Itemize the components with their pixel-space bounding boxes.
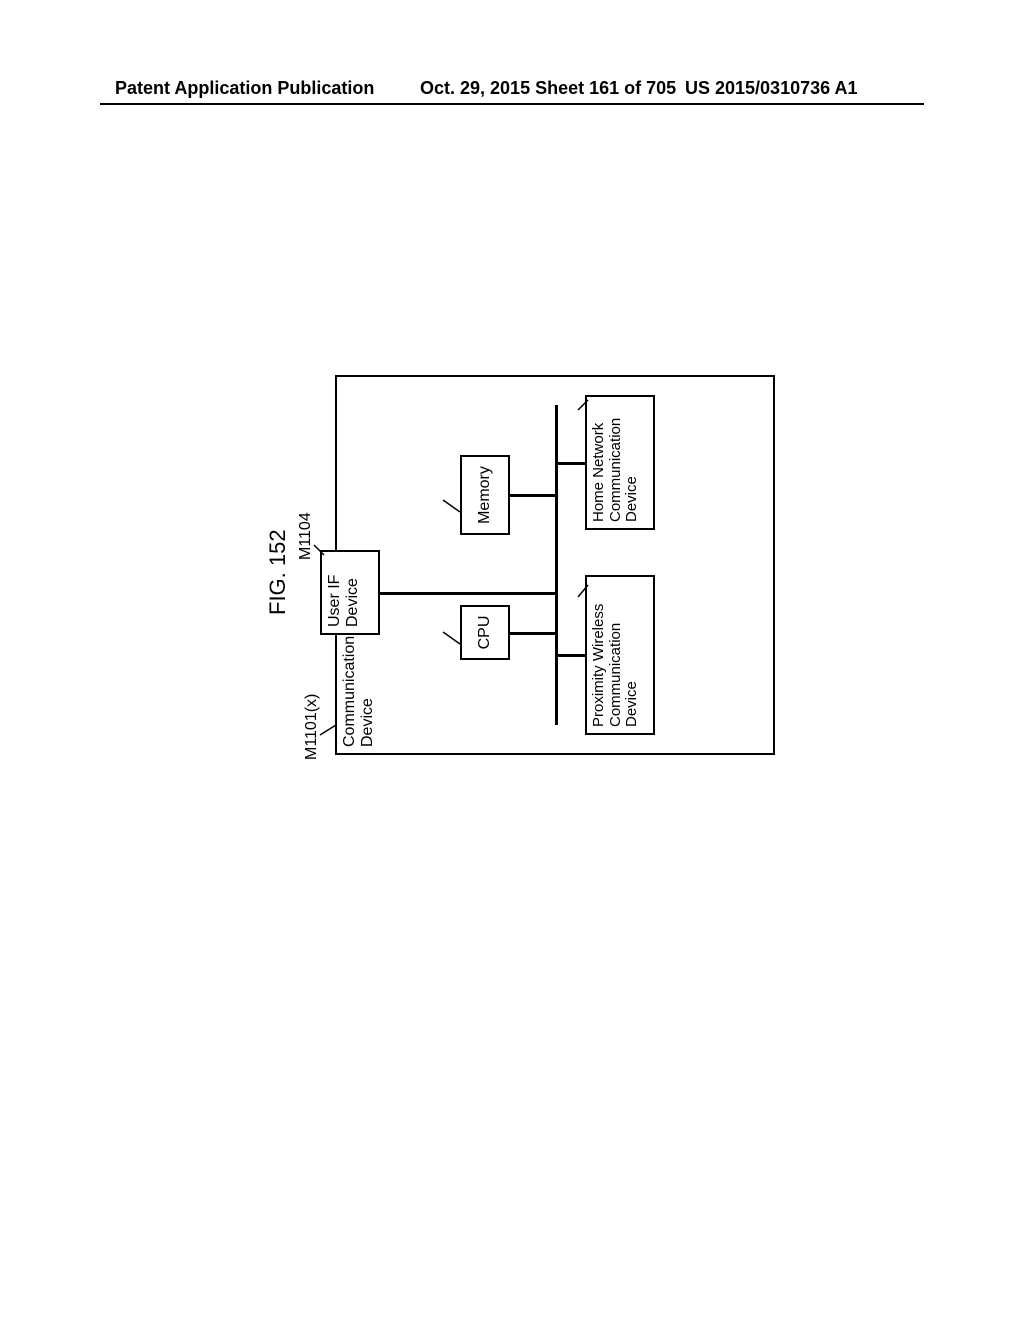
lead-prox: [577, 577, 595, 597]
lead-home: [577, 390, 595, 410]
block-user-if-device: User IF Device: [320, 550, 380, 635]
block-memory-label: Memory: [476, 466, 494, 524]
figure-title: FIG. 152: [265, 529, 291, 615]
block-home-network-label: Home Network Communication Device: [591, 418, 641, 522]
block-memory: Memory: [460, 455, 510, 535]
page: Patent Application Publication Oct. 29, …: [0, 0, 1024, 1320]
block-proximity-wireless-label: Proximity Wireless Communication Device: [591, 604, 641, 727]
lead-communication-device: [320, 705, 345, 735]
header-center: Oct. 29, 2015 Sheet 161 of 705: [420, 78, 676, 99]
header-rule: [100, 103, 924, 105]
block-cpu-label: CPU: [476, 616, 494, 650]
diagram: FIG. 152 Communication Device M1101(x) U…: [265, 375, 795, 755]
bus-line: [555, 405, 558, 725]
block-communication-device-label: Communication Device: [341, 636, 377, 747]
block-user-if-device-label: User IF Device: [326, 575, 362, 627]
stub-memory: [510, 495, 555, 498]
header-left: Patent Application Publication: [115, 78, 374, 99]
lead-cpu: [443, 627, 466, 647]
stub-cpu: [510, 633, 555, 636]
block-home-network: Home Network Communication Device: [585, 395, 655, 530]
block-cpu: CPU: [460, 605, 510, 660]
ref-communication-device: M1101(x): [303, 694, 321, 760]
lead-user-if: [313, 537, 331, 557]
header-right: US 2015/0310736 A1: [685, 78, 857, 99]
lead-memory: [443, 495, 466, 515]
stub-home: [558, 463, 585, 466]
block-proximity-wireless: Proximity Wireless Communication Device: [585, 575, 655, 735]
stub-user-if: [380, 593, 555, 596]
stub-prox: [558, 655, 585, 658]
